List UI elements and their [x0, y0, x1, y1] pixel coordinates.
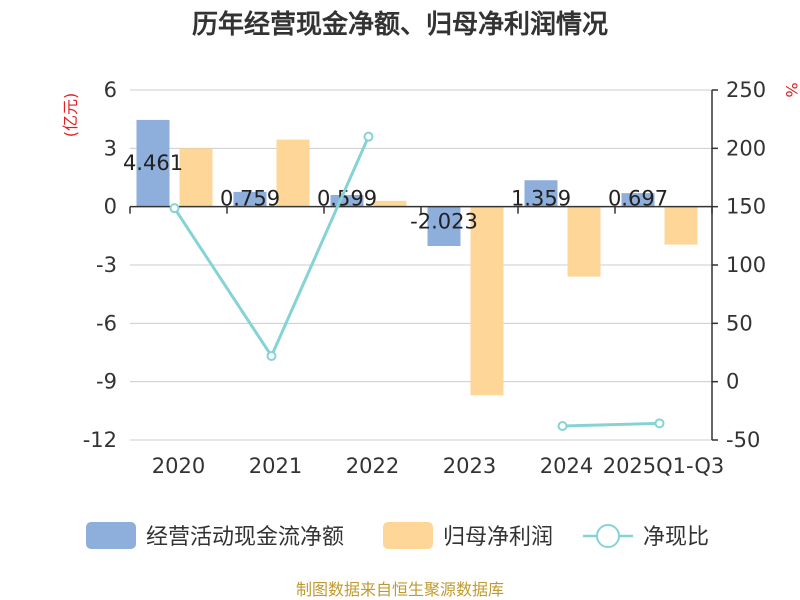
right-axis-ticks: 250 200 150 100 50 0 -50 — [712, 78, 766, 452]
data-source-note: 制图数据来自恒生聚源数据库 — [296, 580, 504, 599]
chart-title: 历年经营现金净额、归母净利润情况 — [192, 9, 608, 40]
bar-label-cashflow-2022: 0.599 — [317, 187, 377, 211]
ratio-point-2021 — [266, 351, 277, 361]
legend: 经营活动现金流净额 归母净利润 净现比 — [86, 522, 709, 550]
x-tick-label-2021: 2021 — [249, 454, 302, 478]
left-axis-unit: (亿元) — [61, 93, 80, 138]
bar-net-profit-2020 — [179, 148, 213, 207]
x-tick-label-2025Q1-Q3: 2025Q1-Q3 — [603, 454, 725, 478]
ratio-line-series — [169, 131, 665, 431]
left-tick-label: 6 — [104, 78, 117, 102]
ratio-point-2022 — [363, 131, 374, 142]
right-tick-label: 50 — [726, 311, 753, 335]
bar-label-cashflow-2020: 4.461 — [123, 151, 183, 175]
ratio-point-2024 — [557, 421, 568, 431]
right-tick-label: 200 — [726, 136, 766, 160]
right-tick-label: -50 — [726, 428, 760, 452]
x-tick-label-2023: 2023 — [443, 454, 496, 478]
legend-item-ratio[interactable]: 净现比 — [583, 524, 709, 550]
legend-swatch-net-profit — [383, 522, 433, 549]
left-tick-label: -6 — [96, 311, 117, 335]
bar-label-cashflow-2021: 0.759 — [220, 187, 280, 211]
x-tick-label-2022: 2022 — [346, 454, 399, 478]
legend-label-ratio: 净现比 — [643, 525, 709, 550]
bar-net-profit-2021 — [276, 139, 310, 207]
bar-label-cashflow-2025Q1-Q3: 0.697 — [608, 187, 668, 211]
ratio-point-2025Q1-Q3 — [654, 418, 665, 429]
bar-label-cashflow-2024: 1.359 — [511, 187, 571, 211]
bar-cashflow-2021 — [233, 191, 267, 207]
bar-net-profit-2025Q1-Q3 — [664, 206, 698, 245]
legend-item-cashflow[interactable]: 经营活动现金流净额 — [86, 522, 344, 550]
right-tick-label: 0 — [726, 370, 739, 394]
bar-series — [136, 119, 698, 396]
right-tick-label: 250 — [726, 78, 766, 102]
bar-cashflow-2024 — [524, 180, 558, 207]
bar-data-labels: 4.461 0.759 0.599 -2.023 1.359 0.697 — [123, 151, 668, 234]
right-tick-label: 150 — [726, 195, 766, 219]
left-tick-label: 3 — [104, 136, 117, 160]
right-axis-unit: % — [782, 82, 800, 97]
right-tick-label: 100 — [726, 253, 766, 277]
left-tick-label: 0 — [104, 195, 117, 219]
legend-label-net-profit: 归母净利润 — [443, 525, 553, 550]
legend-marker-ratio — [596, 524, 620, 548]
bar-cashflow-2025Q1-Q3 — [621, 193, 655, 207]
ratio-point-2020 — [169, 203, 180, 214]
left-tick-label: -9 — [96, 370, 117, 394]
left-axis-ticks: 6 3 0 -3 -6 -9 -12 — [83, 78, 117, 452]
legend-item-net-profit[interactable]: 归母净利润 — [383, 522, 553, 550]
bar-cashflow-2022 — [330, 195, 364, 207]
ratio-line-segment-1 — [562, 421, 660, 428]
x-tick-label-2024: 2024 — [540, 454, 593, 478]
bar-label-cashflow-2023: -2.023 — [410, 210, 478, 234]
left-tick-label: -3 — [96, 253, 117, 277]
grid-lines — [130, 89, 712, 441]
bar-cashflow-2020 — [136, 119, 170, 207]
x-tick-label-2020: 2020 — [152, 454, 205, 478]
x-axis-ticks: 2020 2021 2022 2023 2024 2025Q1-Q3 — [129, 206, 725, 478]
legend-swatch-cashflow — [86, 522, 136, 549]
bar-net-profit-2023 — [470, 206, 504, 396]
bar-cashflow-2023 — [427, 206, 461, 247]
bar-net-profit-2024 — [567, 206, 601, 277]
legend-label-cashflow: 经营活动现金流净额 — [146, 525, 344, 550]
left-tick-label: -12 — [83, 428, 117, 452]
bar-net-profit-2022 — [373, 200, 407, 207]
